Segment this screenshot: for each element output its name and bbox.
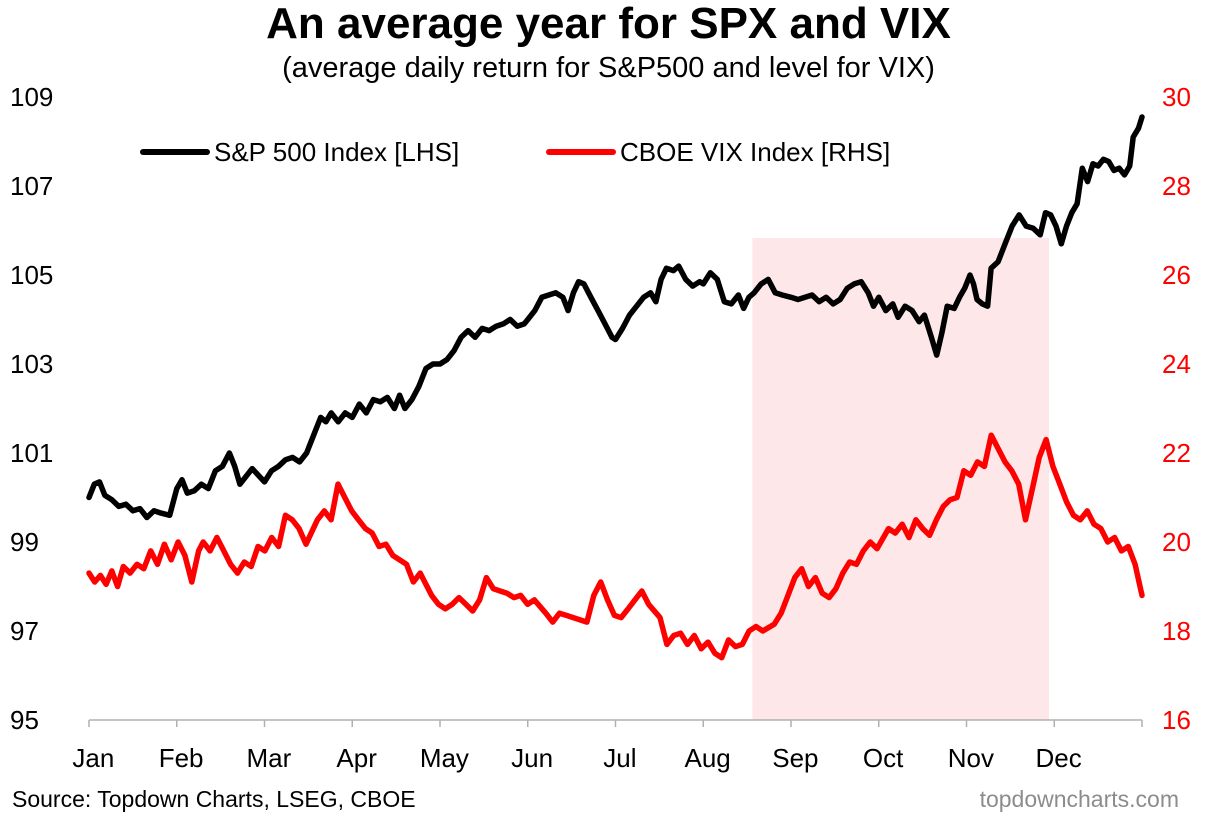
chart-title: An average year for SPX and VIX — [266, 0, 951, 48]
x-tick-label-mar: Mar — [246, 743, 291, 773]
y-right-tick-label: 24 — [1162, 349, 1191, 379]
y-right-tick-label: 22 — [1162, 438, 1191, 468]
x-tick-label-jun: Jun — [511, 743, 553, 773]
y-right-tick-label: 30 — [1162, 82, 1191, 112]
x-tick-label-oct: Oct — [863, 743, 904, 773]
y-right-tick-label: 20 — [1162, 527, 1191, 557]
y-right-tick-label: 28 — [1162, 171, 1191, 201]
x-tick-label-jul: Jul — [603, 743, 636, 773]
y-right-tick-label: 18 — [1162, 616, 1191, 646]
y-left-tick-label: 103 — [10, 349, 53, 379]
y-left-tick-label: 99 — [10, 527, 39, 557]
legend-item-spx: S&P 500 Index [LHS] — [140, 135, 459, 169]
source-note: Source: Topdown Charts, LSEG, CBOE — [12, 786, 416, 812]
y-left-tick-label: 109 — [10, 82, 53, 112]
x-tick-label-aug: Aug — [685, 743, 731, 773]
legend-label-spx: S&P 500 Index [LHS] — [214, 137, 460, 167]
x-tick-label-apr: Apr — [336, 743, 377, 773]
y-right-tick-label: 26 — [1162, 260, 1191, 290]
x-tick-label-sep: Sep — [772, 743, 818, 773]
legend-swatch-spx — [140, 149, 210, 155]
x-tick-label-dec: Dec — [1036, 743, 1082, 773]
x-tick-label-may: May — [420, 743, 469, 773]
y-left-tick-label: 97 — [10, 616, 39, 646]
x-tick-label-feb: Feb — [159, 743, 204, 773]
vix-series-line — [86, 432, 1145, 661]
x-tick-label-nov: Nov — [948, 743, 994, 773]
legend-item-vix: CBOE VIX Index [RHS] — [546, 135, 890, 169]
y-left-tick-label: 107 — [10, 171, 53, 201]
y-left-tick-label: 101 — [10, 438, 53, 468]
y-left-tick-label: 105 — [10, 260, 53, 290]
spx-series-line — [86, 114, 1145, 521]
legend-swatch-vix — [546, 149, 616, 155]
chart-subtitle: (average daily return for S&P500 and lev… — [282, 52, 935, 84]
brand-watermark: topdowncharts.com — [979, 786, 1179, 812]
x-tick-label-jan: Jan — [72, 743, 114, 773]
legend-label-vix: CBOE VIX Index [RHS] — [620, 137, 891, 167]
y-right-tick-label: 16 — [1162, 705, 1191, 735]
y-left-tick-label: 95 — [10, 705, 39, 735]
